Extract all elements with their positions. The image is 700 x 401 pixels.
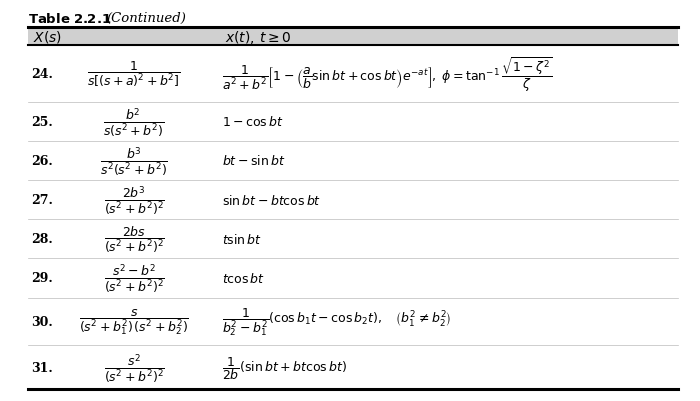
Text: $bt-\sin bt$: $bt-\sin bt$ — [222, 154, 286, 168]
Text: $\dfrac{b^3}{s^2(s^2+b^2)}$: $\dfrac{b^3}{s^2(s^2+b^2)}$ — [100, 145, 168, 177]
Text: $\dfrac{b^2}{s(s^2+b^2)}$: $\dfrac{b^2}{s(s^2+b^2)}$ — [104, 105, 164, 138]
Text: 26.: 26. — [31, 154, 52, 168]
Text: 31.: 31. — [31, 361, 52, 374]
Text: $\dfrac{1}{b_2^2-b_1^2}(\cos b_1 t-\cos b_2 t),\quad\left(b_1^2\neq b_2^2\right): $\dfrac{1}{b_2^2-b_1^2}(\cos b_1 t-\cos … — [222, 306, 452, 338]
Text: 29.: 29. — [31, 272, 52, 285]
Text: $\sin bt - bt\cos bt$: $\sin bt - bt\cos bt$ — [222, 193, 321, 207]
Text: 27.: 27. — [31, 194, 53, 207]
Text: (Continued): (Continued) — [106, 12, 186, 25]
Text: 30.: 30. — [31, 315, 52, 328]
Text: $t\sin bt$: $t\sin bt$ — [222, 232, 262, 246]
Text: $\dfrac{1}{a^2+b^2}\left[1-\left(\dfrac{a}{b}\sin bt+\cos bt\right)e^{-at}\right: $\dfrac{1}{a^2+b^2}\left[1-\left(\dfrac{… — [222, 55, 553, 93]
Text: $1-\cos bt$: $1-\cos bt$ — [222, 115, 284, 129]
Text: $\dfrac{s^2}{(s^2+b^2)^2}$: $\dfrac{s^2}{(s^2+b^2)^2}$ — [104, 351, 164, 384]
Text: $\dfrac{2bs}{(s^2+b^2)^2}$: $\dfrac{2bs}{(s^2+b^2)^2}$ — [104, 224, 164, 254]
Text: $X(s)$: $X(s)$ — [33, 29, 62, 45]
Text: $\dfrac{2b^3}{(s^2+b^2)^2}$: $\dfrac{2b^3}{(s^2+b^2)^2}$ — [104, 184, 164, 217]
Text: $\mathbf{Table\ 2.2.1}$: $\mathbf{Table\ 2.2.1}$ — [28, 12, 111, 26]
Text: $\dfrac{1}{2b}(\sin bt+bt\cos bt)$: $\dfrac{1}{2b}(\sin bt+bt\cos bt)$ — [222, 354, 347, 381]
Text: $\dfrac{s^2-b^2}{(s^2+b^2)^2}$: $\dfrac{s^2-b^2}{(s^2+b^2)^2}$ — [104, 262, 164, 295]
Text: $x(t),\, t \geq 0$: $x(t),\, t \geq 0$ — [225, 28, 291, 45]
Text: $t\cos bt$: $t\cos bt$ — [222, 271, 265, 285]
Text: 25.: 25. — [31, 115, 52, 128]
Text: $\dfrac{1}{s[(s+a)^2+b^2]}$: $\dfrac{1}{s[(s+a)^2+b^2]}$ — [87, 60, 181, 89]
Text: $\dfrac{s}{(s^2+b_1^2)\,(s^2+b_2^2)}$: $\dfrac{s}{(s^2+b_1^2)\,(s^2+b_2^2)}$ — [79, 307, 189, 336]
Bar — [28, 28, 678, 46]
Text: 28.: 28. — [31, 233, 52, 246]
Text: 24.: 24. — [31, 68, 53, 81]
